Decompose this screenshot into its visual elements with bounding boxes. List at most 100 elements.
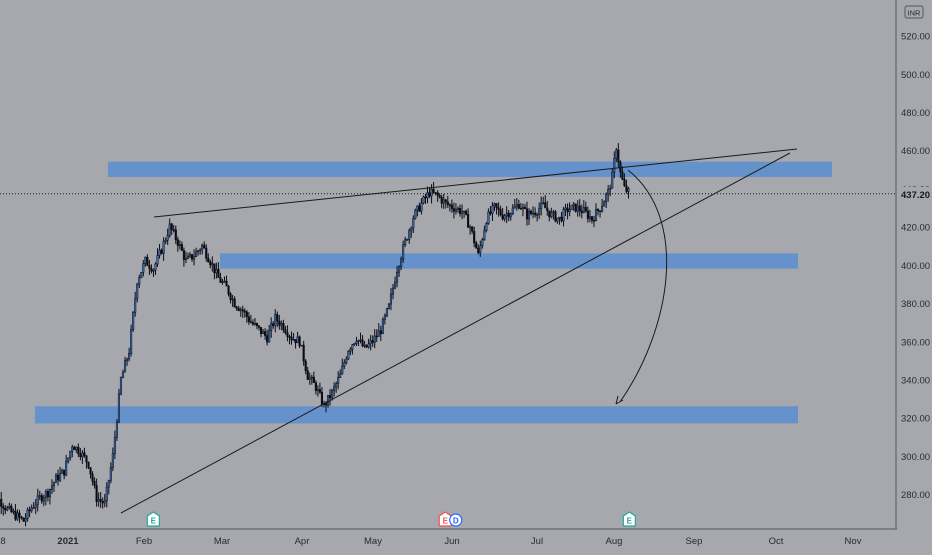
candle bbox=[168, 218, 171, 238]
candle bbox=[174, 225, 177, 245]
candle bbox=[249, 315, 252, 324]
candle bbox=[268, 324, 271, 343]
x-tick-label: Feb bbox=[136, 536, 152, 547]
candle bbox=[404, 236, 407, 248]
zone-1[interactable] bbox=[108, 161, 832, 177]
candle bbox=[444, 198, 447, 209]
candle bbox=[507, 209, 510, 222]
candle bbox=[215, 262, 218, 279]
candle bbox=[302, 340, 305, 366]
event-marker[interactable]: E bbox=[146, 511, 160, 527]
candle bbox=[538, 202, 541, 219]
candle bbox=[588, 209, 591, 223]
event-marker[interactable]: E bbox=[622, 511, 636, 527]
candle bbox=[138, 274, 141, 288]
candle bbox=[398, 265, 401, 277]
candle bbox=[343, 359, 346, 370]
candle bbox=[223, 276, 226, 283]
candle bbox=[180, 241, 183, 252]
candle bbox=[558, 216, 561, 225]
candle bbox=[109, 462, 112, 484]
candle bbox=[12, 508, 15, 515]
arrow-head bbox=[615, 395, 624, 405]
candle bbox=[599, 210, 602, 218]
candle bbox=[452, 202, 455, 219]
x-tick-label: May bbox=[364, 536, 382, 547]
x-tick-label: Apr bbox=[295, 536, 310, 547]
candle bbox=[247, 312, 250, 325]
candle bbox=[552, 209, 555, 220]
candle bbox=[584, 201, 587, 213]
candle bbox=[532, 206, 535, 219]
candle bbox=[570, 204, 573, 210]
candle bbox=[199, 248, 202, 255]
candle bbox=[568, 202, 571, 217]
event-marker[interactable]: D bbox=[449, 513, 463, 527]
candle bbox=[375, 329, 378, 343]
candle bbox=[479, 240, 482, 257]
candle bbox=[233, 296, 236, 308]
candle bbox=[292, 332, 295, 341]
candle bbox=[130, 324, 133, 357]
candle bbox=[371, 335, 374, 348]
candle bbox=[406, 238, 409, 241]
projection-arrow[interactable] bbox=[619, 169, 668, 403]
currency-badge[interactable] bbox=[904, 5, 924, 19]
candle bbox=[93, 477, 96, 489]
candle bbox=[505, 206, 508, 224]
candle bbox=[16, 509, 19, 521]
candle bbox=[471, 226, 474, 234]
candle bbox=[266, 329, 269, 346]
candle bbox=[288, 334, 291, 345]
candle bbox=[527, 208, 531, 225]
candle bbox=[219, 272, 222, 283]
candle bbox=[432, 181, 435, 194]
candle bbox=[176, 236, 179, 252]
candle bbox=[148, 260, 151, 275]
candle bbox=[262, 329, 265, 335]
last-price-badge bbox=[897, 186, 930, 201]
zone-2[interactable] bbox=[220, 253, 798, 269]
candle bbox=[339, 369, 342, 378]
candle bbox=[540, 196, 543, 216]
candle bbox=[617, 143, 620, 168]
candle bbox=[351, 343, 354, 355]
y-tick-label: 500.00 bbox=[901, 70, 930, 81]
x-tick-label: Jun bbox=[444, 536, 459, 547]
candle bbox=[10, 503, 13, 513]
zone-3[interactable] bbox=[35, 406, 798, 424]
candle bbox=[182, 247, 185, 267]
candle bbox=[383, 313, 386, 325]
candle bbox=[217, 262, 220, 278]
candle bbox=[385, 307, 388, 318]
candle bbox=[611, 168, 614, 189]
x-tick-label: Oct bbox=[769, 536, 784, 547]
candle bbox=[519, 202, 522, 210]
candle bbox=[184, 251, 187, 264]
candle bbox=[369, 334, 372, 351]
candle bbox=[536, 212, 539, 222]
trendline-2[interactable] bbox=[120, 152, 791, 514]
candle bbox=[544, 195, 547, 209]
candle bbox=[85, 455, 88, 469]
candle bbox=[381, 317, 384, 335]
candle bbox=[172, 224, 175, 233]
candle bbox=[278, 314, 281, 330]
candle bbox=[146, 254, 149, 266]
y-tick-label: 360.00 bbox=[901, 337, 930, 348]
candle bbox=[596, 208, 600, 216]
candle bbox=[2, 503, 5, 516]
candle bbox=[389, 287, 393, 311]
event-marker[interactable]: E bbox=[438, 511, 452, 527]
candle bbox=[170, 222, 173, 236]
candle bbox=[456, 206, 460, 213]
trendline-1[interactable] bbox=[153, 148, 798, 218]
x-tick-label: 8 bbox=[0, 536, 5, 547]
candle bbox=[316, 384, 319, 397]
candle bbox=[26, 507, 29, 522]
candle bbox=[477, 244, 480, 255]
candle bbox=[586, 206, 589, 223]
candle bbox=[467, 208, 470, 228]
